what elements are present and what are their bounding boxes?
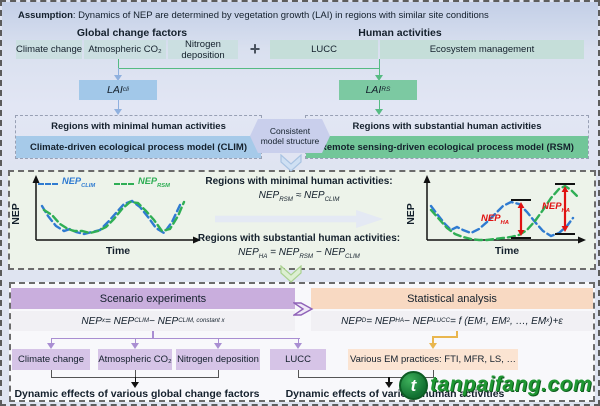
minimal-region-group: Regions with minimal human activities Cl… [15, 115, 262, 159]
chevron-right-icon [293, 302, 314, 316]
nep-time-chart-substantial [423, 175, 586, 244]
caption-global-change-effects: Dynamic effects of various global change… [14, 388, 260, 400]
lai-rs-box: LAI RS [339, 80, 417, 100]
connector-line [297, 370, 299, 377]
factor-climate-change: Climate change [16, 40, 82, 59]
nep-ha-annotation-label: NEPHA [481, 213, 510, 226]
watermark-logo: t [399, 371, 428, 400]
consistent-line1: Consistent [269, 125, 311, 136]
connector-line [117, 59, 119, 68]
statistical-formula: NEP D = NEP HA − NEP LUCC = f (EM 1, EM 2, …,… [311, 311, 593, 331]
arrowhead-down-icon [375, 108, 383, 115]
connector-line [50, 338, 52, 343]
plus-icon: + [249, 38, 261, 59]
factor-ecosystem-management: Ecosystem management [380, 40, 584, 59]
factor-nitrogen-deposition: Nitrogen deposition [168, 39, 238, 61]
connector-line [134, 370, 136, 377]
arrowhead-down-icon [47, 343, 55, 349]
connector-line [217, 338, 219, 343]
chevron-down-icon [280, 154, 302, 172]
arrowhead-down-icon [114, 74, 122, 81]
nep-time-chart-minimal [32, 175, 201, 244]
substantial-activities-statement: Regions with substantial human activitie… [197, 233, 401, 244]
connector-line [432, 336, 434, 343]
caption-human-activity-effects: Dynamic effects of various human activit… [285, 388, 505, 400]
arrowhead-down-icon [428, 343, 437, 349]
chevron-down-icon [280, 265, 302, 283]
legend-dash-clim [38, 183, 58, 185]
connector-line [217, 370, 219, 377]
consistent-model-structure-text: Consistent model structure [261, 126, 320, 146]
connector-line [50, 337, 300, 339]
substantial-region-group: Regions with substantial human activitie… [305, 115, 589, 159]
effect-box-em-practices: Various EM practices: FTI, MFR, LS, … [348, 349, 518, 370]
consistent-model-structure-badge: Consistent model structure [250, 119, 330, 153]
connector-line [152, 331, 154, 338]
global-change-factors-title: Global change factors [76, 27, 188, 39]
connector-line [456, 331, 458, 337]
connector-line [134, 338, 136, 343]
human-activities-title: Human activities [358, 27, 442, 39]
statistical-analysis-header: Statistical analysis [311, 288, 593, 309]
watermark-text: tanpaifang.com [430, 373, 593, 396]
rsm-model-box: Remote sensing-driven ecological process… [306, 136, 588, 158]
arrowhead-down-icon [131, 343, 139, 349]
effect-box-nitrogen-deposition: Nitrogen deposition [176, 349, 260, 370]
factor-atmospheric-co2: Atmospheric CO₂ [84, 40, 166, 59]
effect-box-lucc: LUCC [270, 349, 326, 370]
legend-label-rsm: NEPRSM [138, 176, 170, 189]
lai-cli-box: LAI cli [79, 80, 157, 100]
effect-box-atmospheric-co2: Atmospheric CO₂ [98, 349, 172, 370]
connector-line [117, 68, 119, 75]
connector-line [297, 338, 299, 343]
assumption-text: : Dynamics of NEP are determined by vege… [72, 10, 489, 21]
connector-line [117, 100, 119, 109]
substantial-activities-formula: NEPHA = NEPRSM − NEPCLIM [238, 247, 360, 260]
arrowhead-down-icon [214, 343, 222, 349]
connector-line [117, 67, 380, 69]
connector-line [297, 376, 434, 378]
arrowhead-down-icon [294, 343, 302, 349]
connector-line [388, 377, 390, 382]
nep-ha-annotation-label: NEPHA [542, 201, 571, 214]
legend-label-clim: NEPCLIM [62, 176, 96, 189]
connector-line [378, 59, 380, 75]
consistent-line2: model structure [260, 136, 320, 146]
factor-lucc: LUCC [270, 40, 378, 59]
assumption-label: Assumption [18, 10, 73, 21]
arrowhead-down-icon [384, 382, 393, 388]
substantial-region-header: Regions with substantial human activitie… [352, 120, 542, 132]
arrowhead-down-icon [131, 382, 139, 388]
minimal-activities-statement: Regions with minimal human activities: [205, 176, 393, 187]
assumption-line: Assumption: Dynamics of NEP are determin… [18, 10, 590, 21]
minimal-activities-formula: NEPRSM ≈ NEPCLIM [258, 190, 340, 203]
connector-line [50, 370, 52, 377]
connector-line [432, 370, 434, 377]
effect-box-climate-change: Climate change [12, 349, 90, 370]
scenario-formula: NEP x = NEP CLIM − NEP CLIM, constant x [11, 311, 295, 331]
arrowhead-down-icon [114, 108, 122, 115]
connector-line [378, 100, 380, 109]
connector-line [134, 377, 136, 382]
x-axis-label: Time [494, 245, 520, 257]
y-axis-label: NEP [405, 203, 417, 225]
arrowhead-down-icon [375, 74, 383, 81]
x-axis-label: Time [105, 245, 131, 257]
scenario-experiments-header: Scenario experiments [11, 288, 295, 309]
clim-model-box: Climate-driven ecological process model … [16, 136, 261, 158]
legend-dash-rsm [114, 183, 134, 185]
minimal-region-header: Regions with minimal human activities [51, 120, 226, 132]
connector-line [432, 336, 458, 338]
y-axis-label: NEP [10, 203, 22, 225]
